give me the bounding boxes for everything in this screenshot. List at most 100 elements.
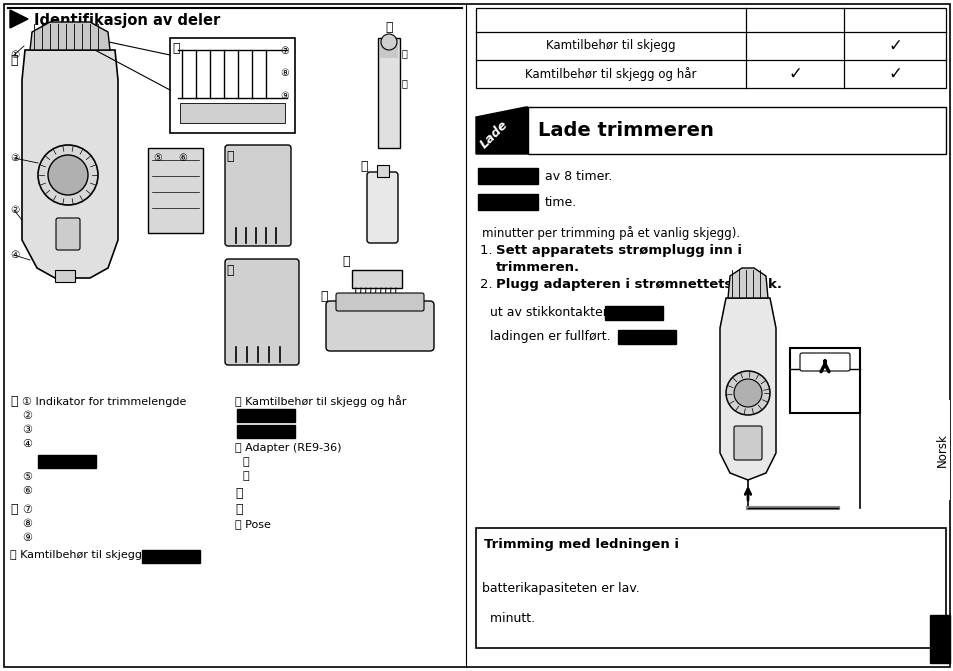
Text: ③: ③ [10, 153, 19, 163]
Text: Sett apparatets strømplugg inn i: Sett apparatets strømplugg inn i [496, 244, 741, 257]
Text: ②: ② [22, 411, 32, 421]
Polygon shape [22, 50, 118, 278]
Bar [38, 455, 96, 468]
Text: ⑥: ⑥ [22, 486, 32, 496]
Text: ⓖ: ⓖ [342, 255, 350, 268]
Bar [618, 330, 676, 344]
Bar [476, 8, 945, 88]
Bar [170, 38, 294, 133]
Text: ④: ④ [10, 250, 19, 260]
Bar [8, 30, 457, 390]
Text: ⑤: ⑤ [22, 472, 32, 482]
Text: minutter per trimming på et vanlig skjegg).: minutter per trimming på et vanlig skjeg… [481, 226, 740, 240]
Text: ⑤: ⑤ [152, 153, 162, 163]
Text: ⓔ Adapter (RE9-36): ⓔ Adapter (RE9-36) [234, 443, 341, 453]
Text: ⓖ: ⓖ [234, 503, 242, 516]
Text: 1.: 1. [479, 244, 497, 257]
Text: ⑦: ⑦ [280, 46, 289, 56]
Text: ① Indikator for trimmelengde: ① Indikator for trimmelengde [22, 397, 186, 407]
Text: Lade trimmeren: Lade trimmeren [537, 121, 713, 140]
Bar [929, 400, 949, 500]
Text: Identifikasjon av deler: Identifikasjon av deler [34, 13, 220, 28]
Polygon shape [10, 10, 28, 28]
Text: ⑦: ⑦ [22, 505, 32, 515]
Text: ⑯: ⑯ [243, 457, 250, 467]
Polygon shape [727, 268, 767, 298]
Text: ⓔ: ⓔ [385, 21, 393, 34]
Text: ⑨: ⑨ [280, 91, 289, 101]
Circle shape [725, 371, 769, 415]
Text: Ⓑ: Ⓑ [10, 503, 17, 516]
Bar [477, 194, 537, 210]
Text: ③: ③ [22, 425, 32, 435]
Text: Kamtilbehør til skjegg og hår: Kamtilbehør til skjegg og hår [525, 67, 696, 81]
Text: ⑥: ⑥ [178, 153, 187, 163]
Text: ladingen er fullført.: ladingen er fullført. [490, 330, 610, 343]
Text: Ⓒ: Ⓒ [226, 150, 233, 163]
Text: ⑨: ⑨ [22, 533, 32, 543]
Bar [527, 107, 945, 154]
Text: Trimming med ledningen i: Trimming med ledningen i [483, 538, 679, 551]
FancyBboxPatch shape [733, 426, 761, 460]
Text: ✓: ✓ [887, 37, 901, 55]
Text: ⓓ Kamtilbehør til skjegg og hår: ⓓ Kamtilbehør til skjegg og hår [234, 395, 406, 407]
FancyBboxPatch shape [225, 259, 298, 365]
Text: ⑧: ⑧ [280, 68, 289, 78]
Polygon shape [476, 107, 527, 154]
Text: Plugg adapteren i strømnettets uttak.: Plugg adapteren i strømnettets uttak. [496, 278, 781, 291]
Circle shape [38, 145, 98, 205]
Text: ⓗ: ⓗ [320, 290, 328, 303]
Text: ⓓ: ⓓ [226, 264, 233, 277]
Text: 2.: 2. [479, 278, 497, 291]
Text: ⓕ: ⓕ [360, 160, 368, 173]
Bar [236, 409, 294, 422]
Text: ⑰: ⑰ [243, 471, 250, 481]
Text: Ⓑ: Ⓑ [172, 42, 179, 55]
Bar [55, 270, 75, 282]
Circle shape [733, 379, 761, 407]
Text: ✓: ✓ [887, 65, 901, 83]
Bar [352, 270, 401, 288]
Text: ⑧: ⑧ [22, 519, 32, 529]
Bar [180, 103, 285, 123]
Text: ①: ① [10, 50, 19, 60]
Bar [148, 148, 203, 233]
Text: ✓: ✓ [787, 65, 801, 83]
Text: trimmeren.: trimmeren. [496, 261, 579, 274]
Polygon shape [720, 298, 775, 480]
Bar [476, 528, 945, 648]
Bar [377, 38, 399, 148]
Text: Lade: Lade [476, 118, 510, 152]
Text: ut av stikkontakten.: ut av stikkontakten. [490, 306, 614, 319]
Bar [379, 40, 397, 58]
FancyBboxPatch shape [800, 353, 849, 371]
Text: Ⓐ: Ⓐ [10, 54, 18, 66]
Text: Ⓒ Kamtilbehør til skjegg: Ⓒ Kamtilbehør til skjegg [10, 550, 142, 560]
Text: ④: ④ [22, 439, 32, 449]
FancyBboxPatch shape [56, 218, 80, 250]
Bar [604, 306, 662, 320]
Text: time.: time. [544, 195, 577, 209]
FancyBboxPatch shape [367, 172, 397, 243]
Text: ⑯: ⑯ [401, 48, 408, 58]
Text: Kamtilbehør til skjegg: Kamtilbehør til skjegg [546, 40, 675, 52]
Circle shape [380, 34, 396, 50]
Text: Ⓐ: Ⓐ [10, 395, 17, 408]
Text: ②: ② [10, 205, 19, 215]
FancyBboxPatch shape [225, 145, 291, 246]
Circle shape [48, 155, 88, 195]
Text: ⓕ: ⓕ [234, 487, 242, 500]
Text: batterikapasiteten er lav.: batterikapasiteten er lav. [481, 582, 639, 595]
Bar [142, 550, 200, 563]
Bar [477, 168, 537, 184]
Bar [929, 615, 949, 663]
Text: minutt.: minutt. [481, 612, 535, 625]
FancyBboxPatch shape [326, 301, 434, 351]
Polygon shape [30, 22, 110, 50]
Text: ⓗ Pose: ⓗ Pose [234, 519, 271, 529]
Text: ⑰: ⑰ [401, 78, 408, 88]
Bar [236, 425, 294, 438]
Bar [789, 348, 859, 413]
Text: av 8 timer.: av 8 timer. [544, 170, 612, 183]
Bar [376, 165, 389, 177]
